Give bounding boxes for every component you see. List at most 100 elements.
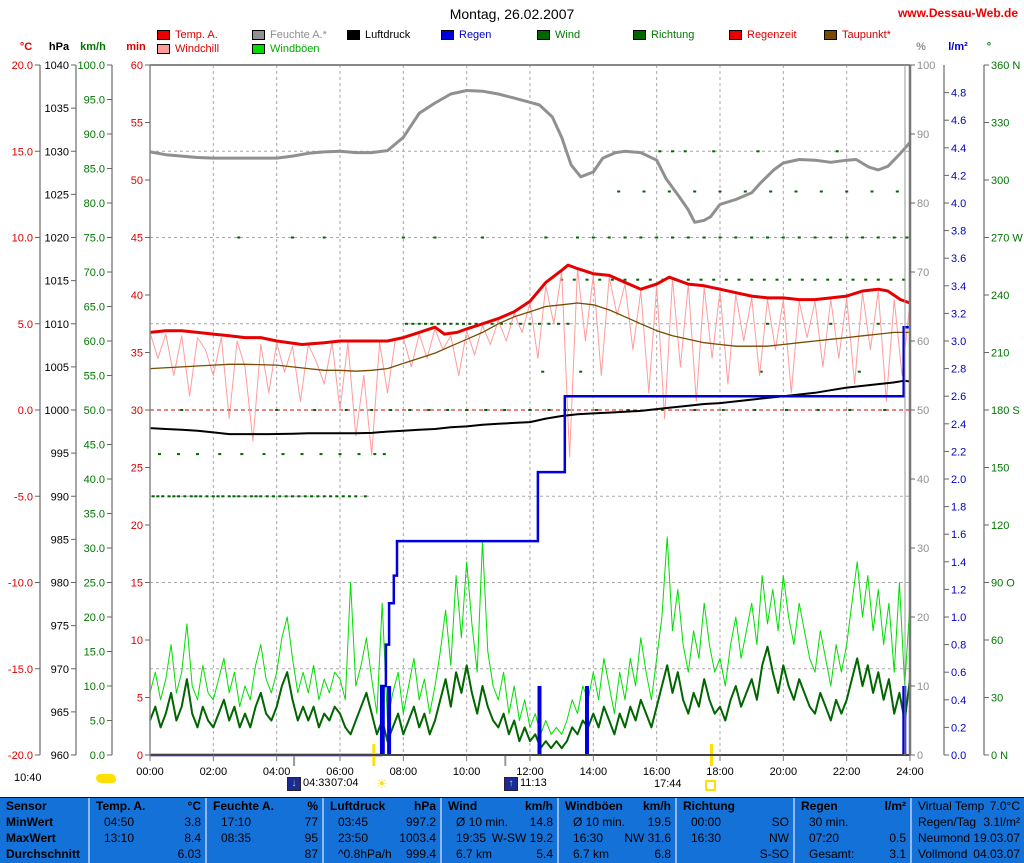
cell-value: 7.0°C — [989, 799, 1020, 813]
direction-dot — [297, 495, 301, 498]
cell-label: 08:35 — [221, 831, 252, 845]
column-feuchtea: Feuchte A.% 17:10 77 08:35 95 87 — [205, 798, 324, 863]
direction-dot — [344, 409, 348, 411]
axis-label: 1030 — [45, 146, 69, 158]
astro-info-column: Virtual Temp 7.0°C Regen/Tag 3.1l/m² Neumond… — [910, 798, 1024, 863]
axis-label: hPa — [49, 41, 70, 53]
legend-swatch-icon — [729, 30, 742, 40]
axis-label: 980 — [51, 578, 69, 590]
axis-label: 65.0 — [84, 302, 105, 314]
direction-dot — [455, 322, 459, 325]
direction-dot — [762, 278, 766, 281]
axis-label: 45.0 — [84, 440, 105, 452]
axis-label: 2.4 — [951, 419, 966, 431]
direction-dot — [291, 236, 294, 239]
rain-bar — [537, 686, 542, 755]
axis-label: 0 — [137, 750, 143, 762]
cell-value: °C — [187, 799, 201, 813]
direction-dot — [547, 322, 551, 325]
direction-dot — [538, 322, 541, 325]
legend-item-feuchtea: Feuchte A.* — [252, 29, 327, 41]
direction-dot — [259, 495, 263, 498]
cell-label: Vollmond — [918, 847, 968, 861]
direction-dot — [161, 495, 165, 498]
website-link[interactable]: www.Dessau-Web.de — [897, 6, 1018, 20]
direction-dot — [275, 409, 279, 411]
cell-value: 19.03.07 — [973, 831, 1020, 845]
cell-label: Durchschnitt — [6, 847, 81, 861]
direction-dot — [303, 495, 307, 498]
direction-dot — [636, 278, 640, 281]
legend-item-windben: Windböen — [252, 43, 320, 55]
axis-label: 90.0 — [84, 129, 105, 141]
axis-label: 0.8 — [951, 640, 966, 652]
direction-dot — [813, 236, 817, 239]
cell-value: 8.4 — [184, 831, 201, 845]
direction-dot — [196, 453, 199, 456]
axis-label: 75.0 — [84, 233, 105, 245]
luftdruck-series — [149, 379, 911, 436]
legend-label: Wind — [555, 29, 581, 41]
feuchte-series — [149, 89, 912, 224]
axis-label: 20.0 — [84, 612, 105, 624]
legend-swatch-icon — [633, 30, 646, 40]
direction-dot — [905, 236, 909, 239]
direction-dot — [382, 453, 386, 456]
axis-label: 80 — [917, 198, 929, 210]
x-axis-labels: 00:00 02:00 04:00 06:00 08:00 10:00 12:00 14:00… — [136, 755, 924, 778]
direction-dot — [151, 495, 155, 498]
cell-label: MinWert — [6, 815, 54, 829]
axis-label: 3.8 — [951, 226, 966, 238]
axis-label: 06:00 — [326, 766, 354, 778]
direction-dot — [693, 409, 697, 411]
direction-dot — [794, 190, 798, 193]
axis-label: 25 — [131, 463, 143, 475]
axis-label: 1005 — [45, 362, 69, 374]
legend-swatch-icon — [252, 30, 265, 40]
direction-dot — [671, 236, 674, 239]
moon-phase-time: 10:40 — [14, 772, 42, 784]
direction-dot — [718, 190, 722, 193]
direction-dot — [712, 150, 716, 153]
axis-label: 0 — [917, 750, 923, 762]
direction-dot — [547, 409, 551, 411]
rain-bar — [902, 686, 907, 755]
axis-label: 100 — [917, 60, 935, 72]
direction-dot — [180, 409, 184, 411]
direction-dot — [750, 278, 754, 281]
cell-label: Virtual Temp — [918, 799, 985, 813]
chart-svg: -20.0 -15.0 -10.0 -5.0 0.0 5.0 10.0 15.0 20.0 °C 9… — [8, 41, 1023, 778]
axis-label: -15.0 — [8, 664, 33, 676]
axis-label: 30 — [917, 543, 929, 555]
legend-swatch-icon — [824, 30, 837, 40]
cell-label: Sensor — [6, 799, 47, 813]
direction-dot — [775, 278, 779, 281]
direction-dot — [284, 495, 288, 498]
axis-label: 1035 — [45, 103, 69, 115]
direction-dot — [851, 278, 855, 281]
axis-label: 85.0 — [84, 164, 105, 176]
direction-dot — [272, 495, 275, 498]
axis-label: -10.0 — [8, 578, 33, 590]
axis-label: 70 — [917, 267, 929, 279]
legend-swatch-icon — [441, 30, 454, 40]
cell-value: 1003.4 — [399, 831, 436, 845]
cell-value: 04.03.07 — [973, 847, 1020, 861]
rain-bar — [380, 686, 385, 755]
direction-dot — [357, 453, 361, 456]
cell-value: 87 — [304, 847, 318, 861]
cell-value: 77 — [304, 815, 318, 829]
direction-dot — [693, 190, 697, 193]
direction-dot — [892, 236, 896, 239]
direction-dot — [338, 453, 342, 456]
direction-dot — [734, 236, 738, 239]
legend-label: Temp. A. — [175, 29, 218, 41]
direction-dot — [857, 370, 861, 373]
direction-dot — [227, 409, 231, 411]
axis-label: 30 — [991, 693, 1003, 705]
axis-label: 960 — [51, 750, 69, 762]
direction-dot — [648, 278, 652, 281]
axis-label: ° — [987, 41, 991, 53]
axis-label: 0.4 — [951, 695, 966, 707]
axis-label: 90 O — [991, 578, 1015, 590]
